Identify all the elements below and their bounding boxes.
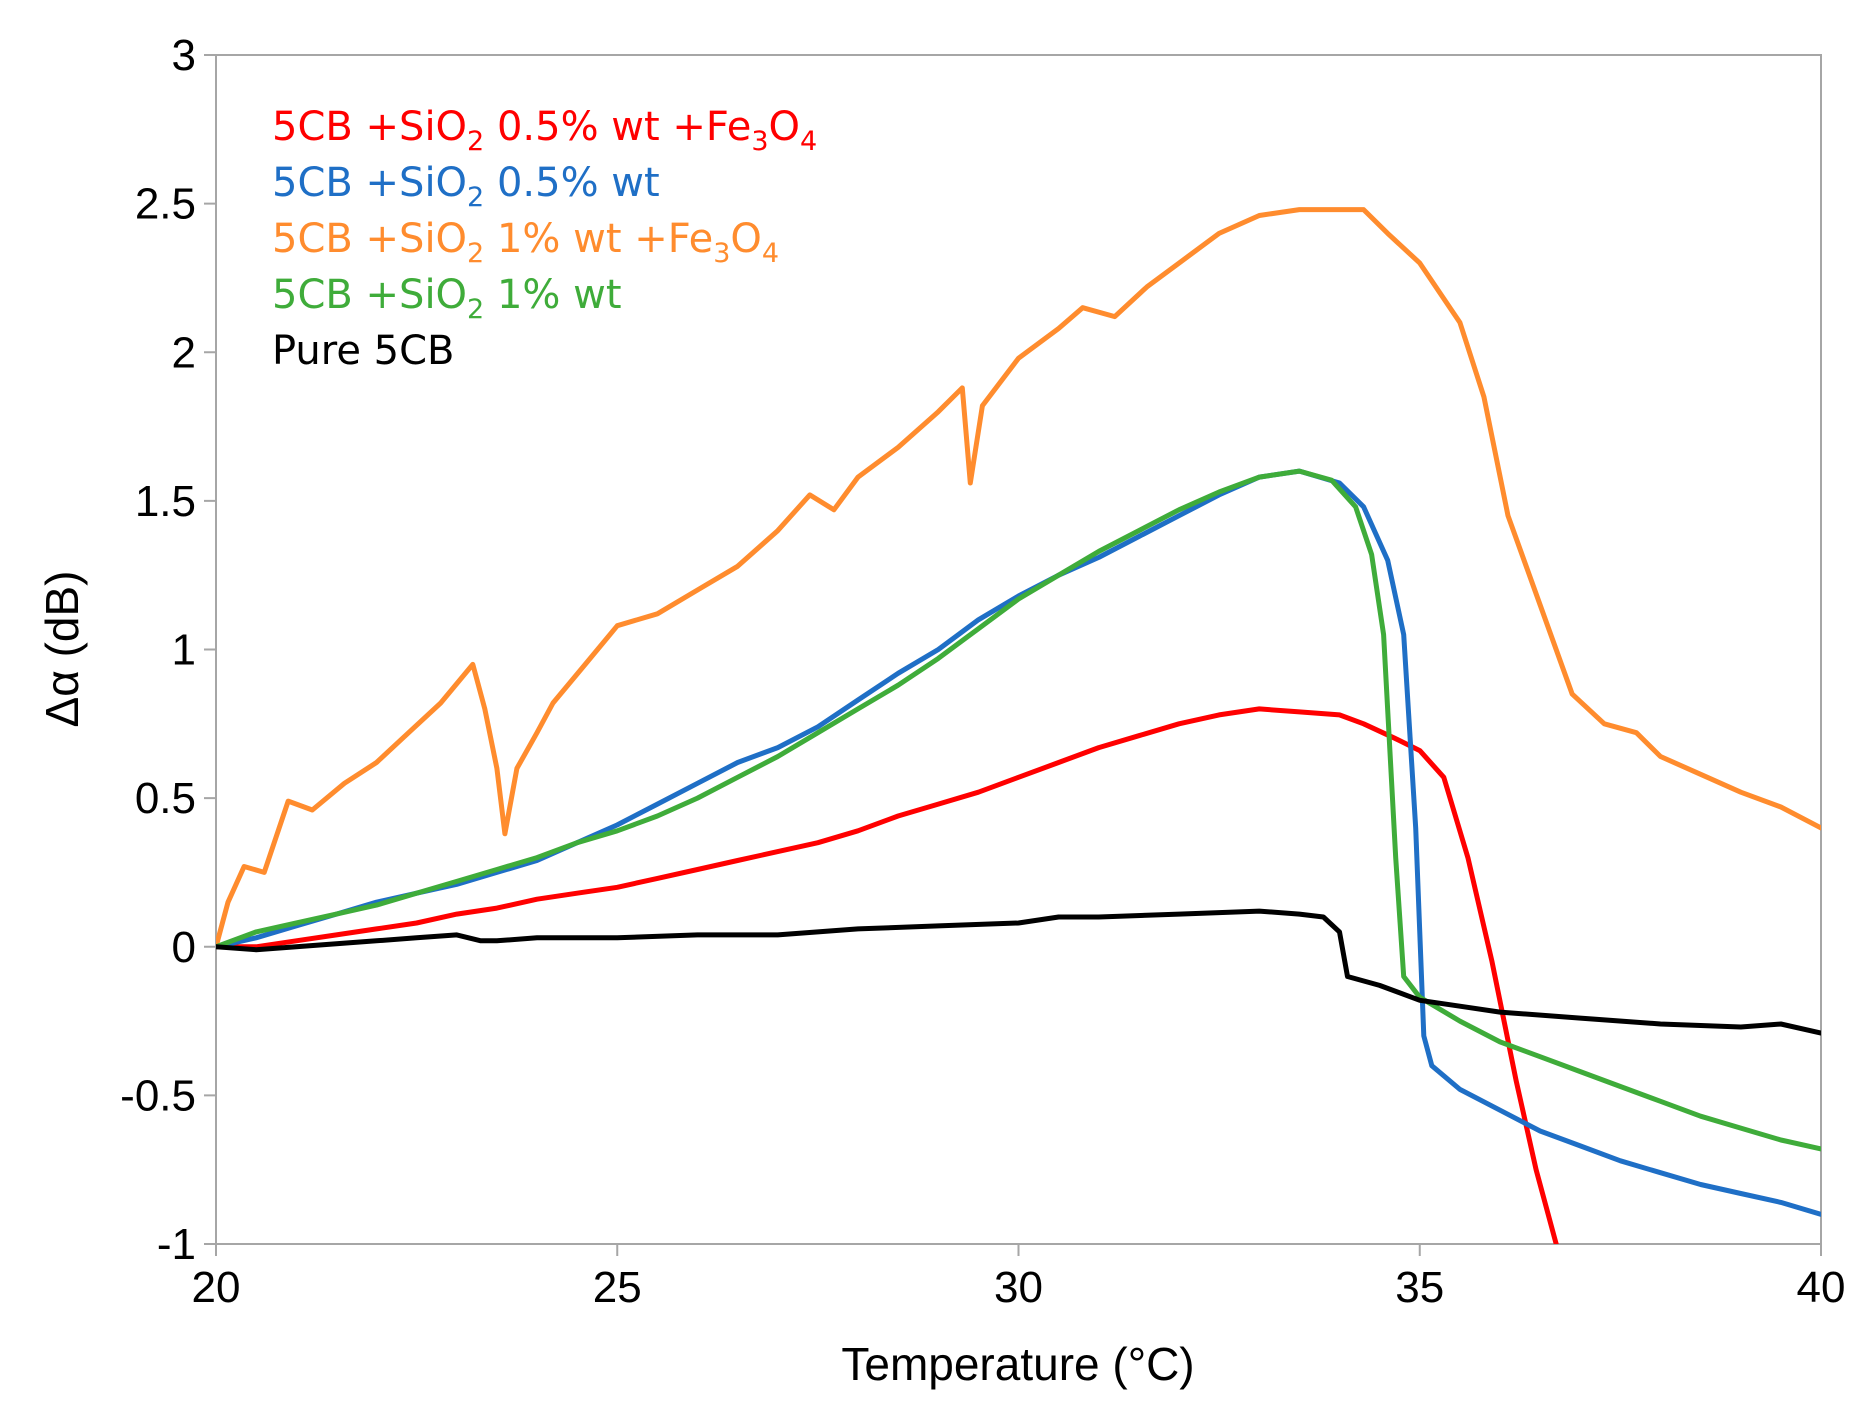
series-line-5: [216, 908, 1821, 1036]
legend-text-part: 1% wt: [484, 272, 621, 318]
series-line-2: [216, 468, 1821, 1217]
legend-subscript: 3: [751, 126, 768, 157]
y-tick-label: -0.5: [120, 1071, 196, 1120]
legend-text-part: 0.5% wt +Fe: [484, 104, 751, 150]
y-tick-label: -1: [157, 1220, 196, 1269]
y-tick-label: 2: [172, 328, 196, 377]
y-tick-label: 0: [172, 923, 196, 972]
legend-subscript: 2: [467, 126, 484, 157]
legend-text-part: 5CB +SiO: [272, 160, 467, 206]
legend-text-part: 5CB +SiO: [272, 216, 467, 262]
legend-text-part: 0.5% wt: [484, 160, 659, 206]
legend-subscript: 2: [467, 238, 484, 269]
x-tick-label: 25: [593, 1263, 642, 1312]
series-line-4: [216, 468, 1821, 1152]
series-line-3: [216, 207, 1821, 950]
series-layer: [216, 207, 1821, 1244]
y-tick-label: 0.5: [135, 774, 196, 823]
x-tick-label: 20: [192, 1263, 241, 1312]
legend-entry-5: Pure 5CB: [272, 328, 454, 374]
legend-subscript: 3: [713, 238, 730, 269]
x-tick-label: 30: [994, 1263, 1043, 1312]
legend-entry-1: 5CB +SiO2 0.5% wt +Fe3O4: [272, 104, 817, 157]
y-tick-label: 1.5: [135, 477, 196, 526]
legend-subscript: 4: [762, 238, 779, 269]
legend-text-part: Pure 5CB: [272, 328, 454, 374]
legend-entry-3: 5CB +SiO2 1% wt +Fe3O4: [272, 216, 779, 269]
legend-text-part: 1% wt +Fe: [484, 216, 713, 262]
legend-entry-2: 5CB +SiO2 0.5% wt: [272, 160, 660, 213]
y-tick-label: 3: [172, 31, 196, 80]
y-axis-title: Δα (dB): [36, 570, 88, 727]
legend-subscript: 4: [800, 126, 817, 157]
legend-text-part: 5CB +SiO: [272, 104, 467, 150]
axis-layer: 20 25 30 35 40 3 2.5 2 1.5 1 0.5 0 -0.5 -1: [120, 31, 1845, 1312]
legend-text-part: O: [769, 104, 800, 150]
x-tick-label: 35: [1395, 1263, 1444, 1312]
series-line-1: [216, 706, 1559, 1244]
y-tick-label: 1: [172, 626, 196, 675]
legend-entry-4: 5CB +SiO2 1% wt: [272, 272, 622, 325]
legend-text-part: O: [730, 216, 761, 262]
y-tick-label: 2.5: [135, 180, 196, 229]
legend-subscript: 2: [467, 182, 484, 213]
x-tick-label: 40: [1797, 1263, 1846, 1312]
legend-text-part: 5CB +SiO: [272, 272, 467, 318]
legend-subscript: 2: [467, 294, 484, 325]
x-axis-title: Temperature (°C): [841, 1338, 1194, 1390]
